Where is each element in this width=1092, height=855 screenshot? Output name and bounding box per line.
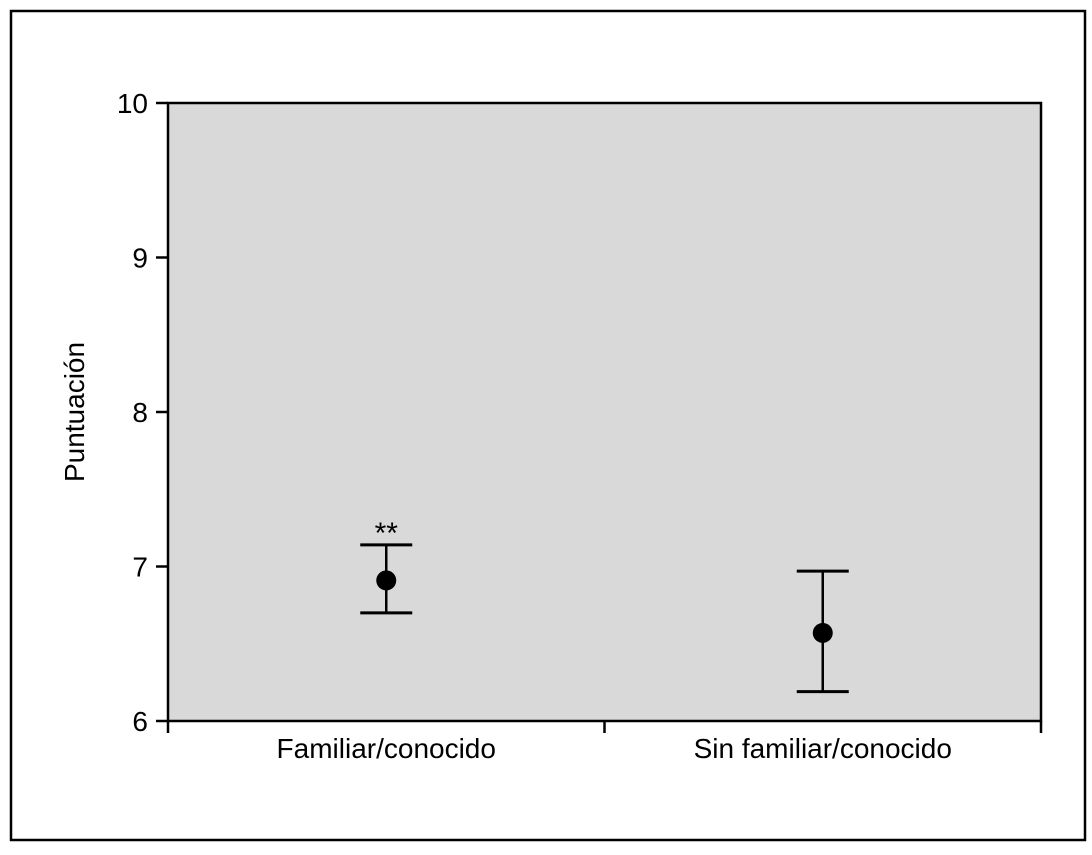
y-axis: 6 7 8 9 10 bbox=[117, 88, 168, 737]
y-tick-label: 8 bbox=[132, 397, 148, 428]
significance-label: ** bbox=[375, 517, 399, 550]
y-tick-label: 9 bbox=[132, 243, 148, 274]
data-point bbox=[376, 570, 397, 591]
data-point bbox=[812, 622, 833, 643]
y-tick-label: 7 bbox=[132, 552, 148, 583]
y-axis-title: Puntuación bbox=[59, 342, 90, 482]
data-marks bbox=[360, 543, 849, 694]
y-tick-label: 10 bbox=[117, 88, 148, 119]
plot-area bbox=[166, 101, 1043, 723]
y-tick-label: 6 bbox=[132, 706, 148, 737]
x-axis: Familiar/conocido Sin familiar/conocido bbox=[166, 721, 1043, 764]
x-tick-label: Sin familiar/conocido bbox=[694, 733, 952, 764]
annotations: ** bbox=[375, 517, 399, 550]
x-tick-label: Familiar/conocido bbox=[277, 733, 496, 764]
